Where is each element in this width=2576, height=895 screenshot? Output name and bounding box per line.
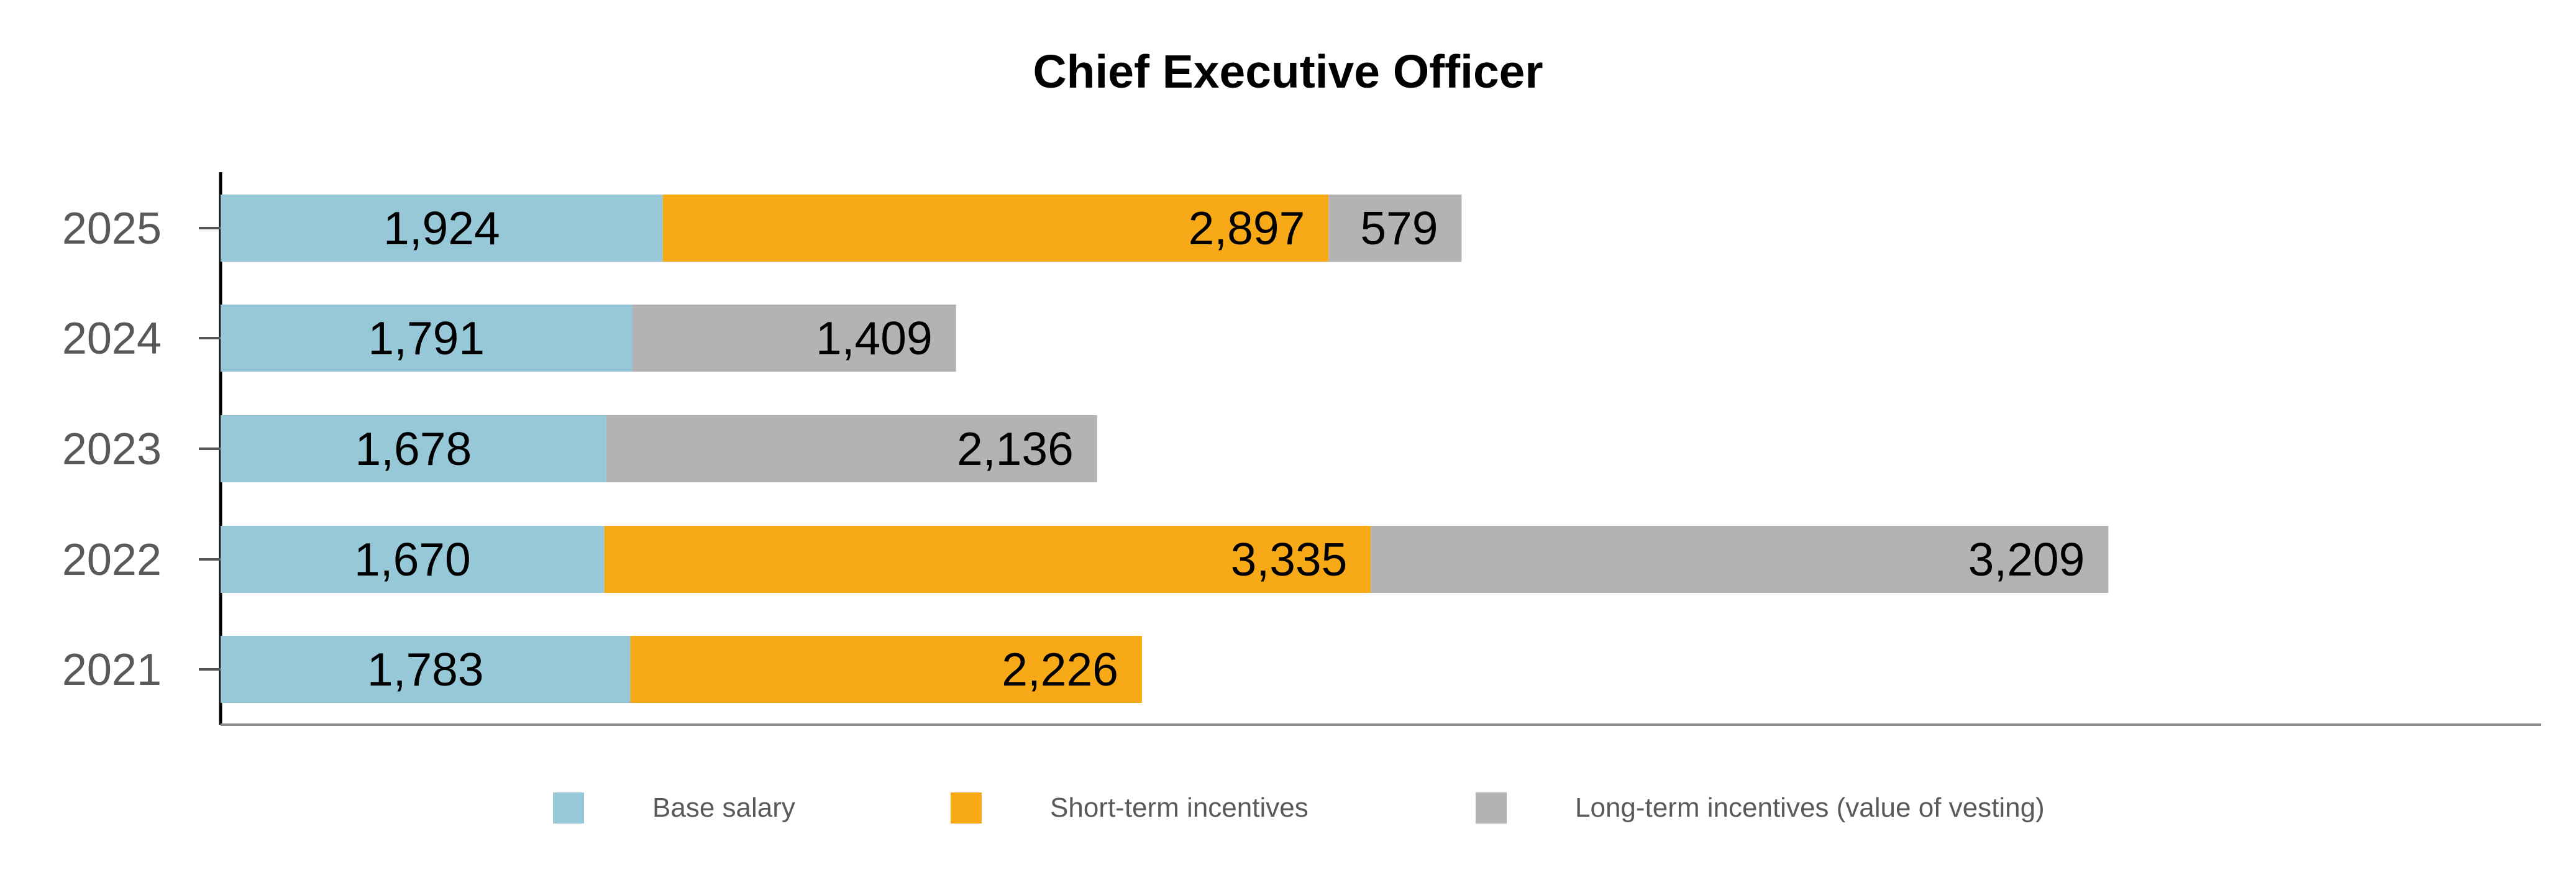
legend-label: Short-term incentives: [1050, 792, 1309, 823]
data-label: 1,670: [354, 533, 471, 585]
bar-long-term-incentives-value-of-vesting: [632, 305, 956, 372]
data-label: 2,136: [957, 423, 1074, 475]
bar-short-term-incentives: [662, 195, 1329, 262]
legend-label: Long-term incentives (value of vesting): [1575, 792, 2045, 823]
data-label: 1,783: [367, 643, 484, 695]
chart-title: Chief Executive Officer: [1033, 45, 1543, 98]
data-label: 2,897: [1189, 202, 1305, 254]
legend-swatch-short-term-incentives: [951, 792, 982, 824]
y-tick-label: 2023: [62, 425, 162, 474]
data-label: 1,409: [816, 312, 933, 364]
data-label: 1,924: [383, 202, 500, 254]
bar-base-salary: [221, 636, 631, 703]
y-tick-label: 2024: [62, 314, 162, 364]
legend-swatch-base-salary: [553, 792, 584, 824]
bar-base-salary: [221, 195, 663, 262]
bar-short-term-incentives: [630, 636, 1142, 703]
data-label: 579: [1360, 202, 1438, 254]
legend-swatch-long-term-incentives: [1476, 792, 1507, 824]
bar-base-salary: [221, 305, 633, 372]
bar-long-term-incentives-value-of-vesting: [606, 415, 1097, 482]
bar-short-term-incentives: [604, 526, 1371, 593]
y-tick-label: 2025: [62, 204, 162, 254]
data-label: 3,209: [1968, 533, 2085, 585]
bar-long-term-incentives-value-of-vesting: [1328, 195, 1462, 262]
data-label: 1,678: [355, 423, 472, 475]
legend-item-base-salary: Base salary: [553, 783, 795, 833]
legend: Base salary Short-term incentives Long-t…: [0, 783, 2576, 833]
data-label: 3,335: [1231, 533, 1348, 585]
bar-base-salary: [221, 526, 605, 593]
bar-long-term-incentives-value-of-vesting: [1371, 526, 2109, 593]
y-tick-label: 2022: [62, 535, 162, 585]
legend-item-long-term-incentives: Long-term incentives (value of vesting): [1476, 783, 2045, 833]
legend-label: Base salary: [652, 792, 795, 823]
y-tick-label: 2021: [62, 645, 162, 695]
bar-base-salary: [221, 415, 606, 482]
legend-item-short-term-incentives: Short-term incentives: [951, 783, 1309, 833]
data-label: 1,791: [368, 312, 485, 364]
data-label: 2,226: [1002, 643, 1118, 695]
